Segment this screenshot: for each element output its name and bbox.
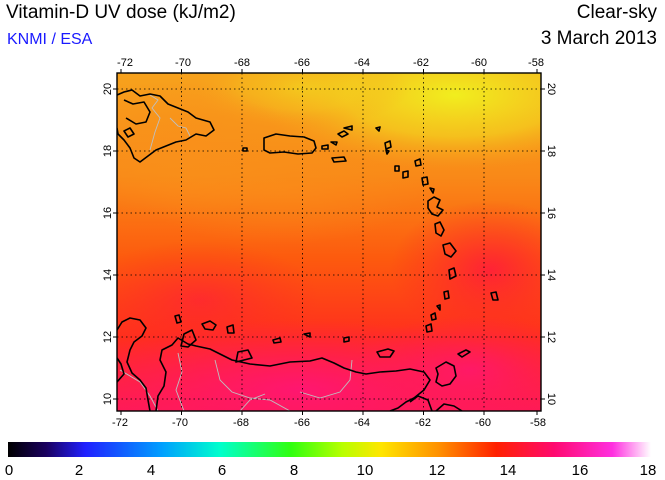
lon-label: -58: [530, 417, 546, 429]
credit-label: KNMI / ESA: [7, 31, 93, 48]
uv-dose-field: [117, 73, 541, 411]
lon-label: -62: [413, 57, 429, 69]
lon-label: -64: [354, 417, 370, 429]
colorbar-label: 8: [290, 462, 298, 479]
colorbar-label: 0: [5, 462, 13, 479]
lon-labels-top: -72 -70 -68 -66 -64 -62 -60 -58: [117, 57, 544, 69]
colorbar: [8, 442, 651, 457]
lon-label: -62: [415, 417, 431, 429]
colorbar-label: 6: [218, 462, 226, 479]
lat-labels-left: 10 12 14 16 18 20: [102, 83, 114, 405]
country-borders: [119, 94, 353, 411]
lat-label: 10: [102, 393, 114, 405]
lat-label: 20: [545, 83, 557, 95]
colorbar-label: 12: [429, 462, 446, 479]
map-frame: [116, 72, 542, 412]
lat-label: 18: [102, 145, 114, 157]
lat-label: 20: [102, 83, 114, 95]
colorbar-label: 14: [500, 462, 517, 479]
lon-label: -58: [528, 57, 544, 69]
colorbar-label: 10: [357, 462, 374, 479]
colorbar-labels: 0 2 4 6 8 10 12 14 16 18: [5, 462, 657, 479]
lon-label: -70: [175, 57, 191, 69]
lon-label: -72: [117, 57, 133, 69]
graticule: [117, 73, 541, 411]
colorbar-label: 4: [147, 462, 155, 479]
lat-label: 16: [545, 207, 557, 219]
axis-tick-marks: [113, 69, 545, 415]
lat-label: 12: [545, 331, 557, 343]
lon-label: -60: [475, 417, 491, 429]
map-title: Vitamin-D UV dose (kJ/m2): [6, 2, 236, 23]
colorbar-label: 2: [75, 462, 83, 479]
lon-label: -70: [172, 417, 188, 429]
lat-label: 14: [545, 269, 557, 281]
date-label: 3 March 2013: [540, 28, 657, 49]
lat-label: 14: [102, 269, 114, 281]
lon-label: -68: [233, 417, 249, 429]
lon-label: -66: [294, 417, 310, 429]
lat-label: 16: [102, 207, 114, 219]
sky-condition-label: Clear-sky: [576, 2, 657, 23]
coastlines: [117, 89, 499, 411]
lon-label: -72: [112, 417, 128, 429]
colorbar-label: 18: [640, 462, 657, 479]
colorbar-label: 16: [572, 462, 589, 479]
lon-label: -68: [234, 57, 250, 69]
lon-label: -66: [294, 57, 310, 69]
lat-label: 10: [545, 393, 557, 405]
lat-label: 12: [102, 331, 114, 343]
lat-label: 18: [545, 145, 557, 157]
lon-label: -60: [471, 57, 487, 69]
lon-labels-bottom: -72 -70 -68 -66 -64 -62 -60 -58: [112, 417, 546, 429]
lon-label: -64: [354, 57, 370, 69]
lat-labels-right: 10 12 14 16 18 20: [545, 83, 557, 405]
